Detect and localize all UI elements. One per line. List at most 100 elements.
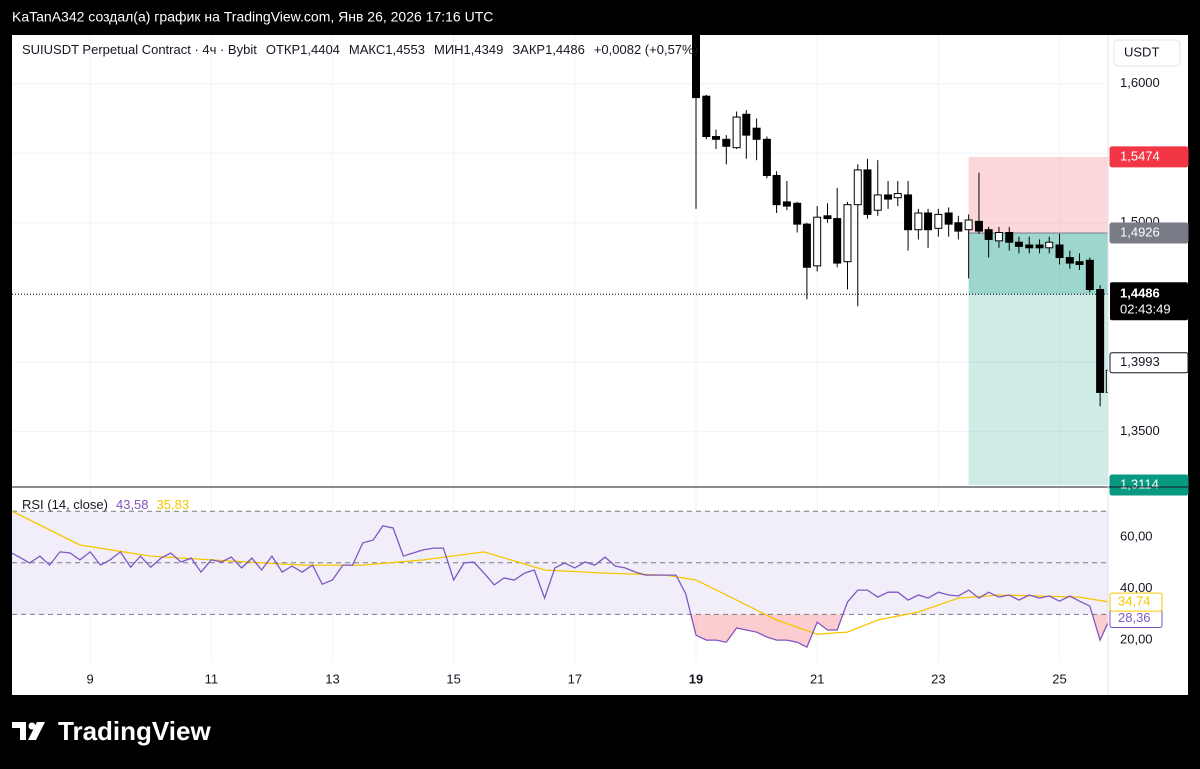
- value-label-bg: [1109, 592, 1163, 612]
- x-tick-label: 17: [568, 671, 582, 686]
- candle-body: [954, 222, 963, 232]
- price-pane: [12, 35, 1108, 487]
- value-label: 28,36: [1118, 610, 1151, 625]
- rsi-line: [12, 525, 1108, 648]
- candle-body: [1085, 259, 1094, 291]
- x-tick-label: 25: [1052, 671, 1066, 686]
- rsi-legend: RSI (14, close) 43,58 35,83: [22, 497, 189, 512]
- ohlc-value: ЗАКР1,4486: [512, 42, 585, 57]
- price-label: 1,3114: [1120, 476, 1159, 491]
- candle-body: [782, 201, 791, 207]
- candle-body: [712, 136, 721, 140]
- candle-body: [762, 138, 771, 176]
- candle-body: [863, 169, 872, 215]
- ohlc-value: ОТКР1,4404: [266, 42, 340, 57]
- candle-body: [924, 212, 933, 231]
- candle-body: [732, 116, 741, 149]
- candle-body: [873, 194, 882, 211]
- candle-body: [1005, 231, 1014, 243]
- candle-body: [934, 213, 943, 229]
- countdown: 02:43:49: [1120, 302, 1171, 317]
- candle-body: [1014, 241, 1023, 247]
- logo-mark: [28, 722, 45, 740]
- candle-body: [722, 138, 731, 147]
- candle-body: [772, 174, 781, 206]
- candle-body: [1025, 244, 1034, 249]
- candle-body: [984, 229, 993, 240]
- y-tick-label: 40,00: [1120, 580, 1153, 595]
- y-tick-label: 1,6000: [1120, 75, 1160, 90]
- candle-body: [893, 193, 902, 199]
- candle-body: [752, 127, 761, 140]
- x-tick-label: 9: [87, 671, 94, 686]
- candle-body: [1055, 244, 1064, 259]
- candle-body: [1105, 369, 1108, 393]
- candle-body: [974, 220, 983, 232]
- price-label-bg: [1109, 474, 1189, 496]
- price-label-bg: [1109, 146, 1189, 168]
- y-tick-label: 20,00: [1120, 632, 1153, 647]
- logo-mark: [28, 722, 36, 730]
- ohlc-value: +0,0082 (+0,57%): [594, 42, 698, 57]
- chart-card: [12, 35, 1188, 695]
- rsi-line: [12, 510, 1108, 635]
- currency-bg: [1113, 39, 1181, 67]
- overlay: 1,60001,50001,35001,54741,49261,31141,39…: [22, 39, 1189, 686]
- candle-body: [823, 215, 832, 220]
- x-tick-label: 13: [325, 671, 339, 686]
- candle-body: [884, 194, 893, 200]
- profit-zone: [968, 233, 1108, 295]
- x-tick-label: 21: [810, 671, 824, 686]
- candle-body: [964, 219, 973, 231]
- symbol: SUIUSDT Perpetual Contract · 4ч · Bybit: [22, 42, 257, 57]
- candle-body: [1075, 261, 1084, 265]
- x-tick-label: 15: [446, 671, 460, 686]
- candle-body: [802, 223, 811, 268]
- price-label-bg: [1109, 352, 1189, 374]
- candle-body: [994, 231, 1003, 242]
- candle-body: [1045, 241, 1054, 249]
- target-zone: [968, 233, 1108, 486]
- logo: TradingView: [12, 716, 211, 746]
- candle-body: [843, 204, 852, 263]
- legend: SUIUSDT Perpetual Contract · 4ч · Bybit О…: [22, 42, 698, 57]
- candle-body: [692, 35, 701, 99]
- y-tick-label: 60,00: [1120, 528, 1153, 543]
- legend-value: 43,58: [116, 497, 149, 512]
- candle-body: [742, 113, 751, 136]
- value-label: 34,74: [1118, 594, 1151, 609]
- ohlc-value: МИН1,4349: [434, 42, 503, 57]
- brand: TradingView: [58, 716, 211, 746]
- price-label: 1,4486: [1120, 286, 1160, 301]
- oversold-fill: [12, 614, 1108, 648]
- y-tick-label: 1,3500: [1120, 423, 1160, 438]
- candle-body: [944, 212, 953, 225]
- price-label-bg: [1109, 222, 1189, 244]
- candle-body: [793, 202, 802, 225]
- price-label: 1,4926: [1120, 224, 1160, 239]
- x-tick-label: 11: [205, 671, 219, 686]
- attribution: KaTanA342 создал(а) график на TradingVie…: [12, 9, 493, 25]
- logo-mark: [12, 722, 26, 740]
- candle-body: [1096, 289, 1105, 393]
- legend-title: RSI (14, close): [22, 497, 108, 512]
- price-label-bg: [1110, 282, 1188, 321]
- candle-body: [914, 212, 923, 231]
- ohlc-value: МАКС1,4553: [349, 42, 425, 57]
- candle-body: [853, 169, 862, 206]
- candle-body: [813, 216, 822, 267]
- candle-body: [1035, 244, 1044, 249]
- currency: USDT: [1124, 44, 1159, 59]
- rsi-pane: [12, 487, 1108, 662]
- price-label: 1,5474: [1120, 148, 1160, 163]
- candle-body: [702, 95, 711, 138]
- x-tick-label: 19: [689, 671, 703, 686]
- candle-body: [904, 194, 913, 231]
- candle-body: [1065, 257, 1074, 264]
- x-tick-label: 23: [931, 671, 945, 686]
- legend-value: 35,83: [157, 497, 190, 512]
- stop-zone: [968, 156, 1108, 234]
- price-label: 1,3993: [1120, 354, 1160, 369]
- candle-body: [833, 218, 842, 264]
